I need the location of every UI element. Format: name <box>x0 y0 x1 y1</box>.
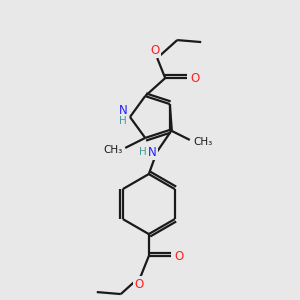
Text: N: N <box>118 103 127 116</box>
Text: CH₃: CH₃ <box>193 137 212 147</box>
Text: O: O <box>190 72 200 85</box>
Text: H: H <box>119 116 127 126</box>
Text: H: H <box>139 147 147 157</box>
Text: O: O <box>151 44 160 57</box>
Text: O: O <box>134 278 143 291</box>
Text: CH₃: CH₃ <box>103 145 123 155</box>
Text: O: O <box>174 250 183 262</box>
Text: N: N <box>147 146 156 159</box>
